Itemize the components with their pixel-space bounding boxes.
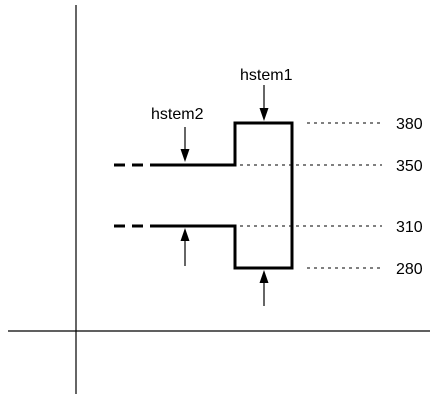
hstem1-bottom-arrow [259,270,269,306]
hstem2-label: hstem2 [151,106,204,123]
level-label-280: 280 [396,261,423,278]
stem-outline [158,121,294,270]
hstem1-label: hstem1 [240,67,293,84]
level-label-350: 350 [396,158,423,175]
hstem2-top-arrow [180,127,190,162]
level-label-380: 380 [396,116,423,133]
hstem2-bottom-arrow [180,228,190,266]
hstem1-top-arrow [259,85,269,121]
level-label-310: 310 [396,219,423,236]
